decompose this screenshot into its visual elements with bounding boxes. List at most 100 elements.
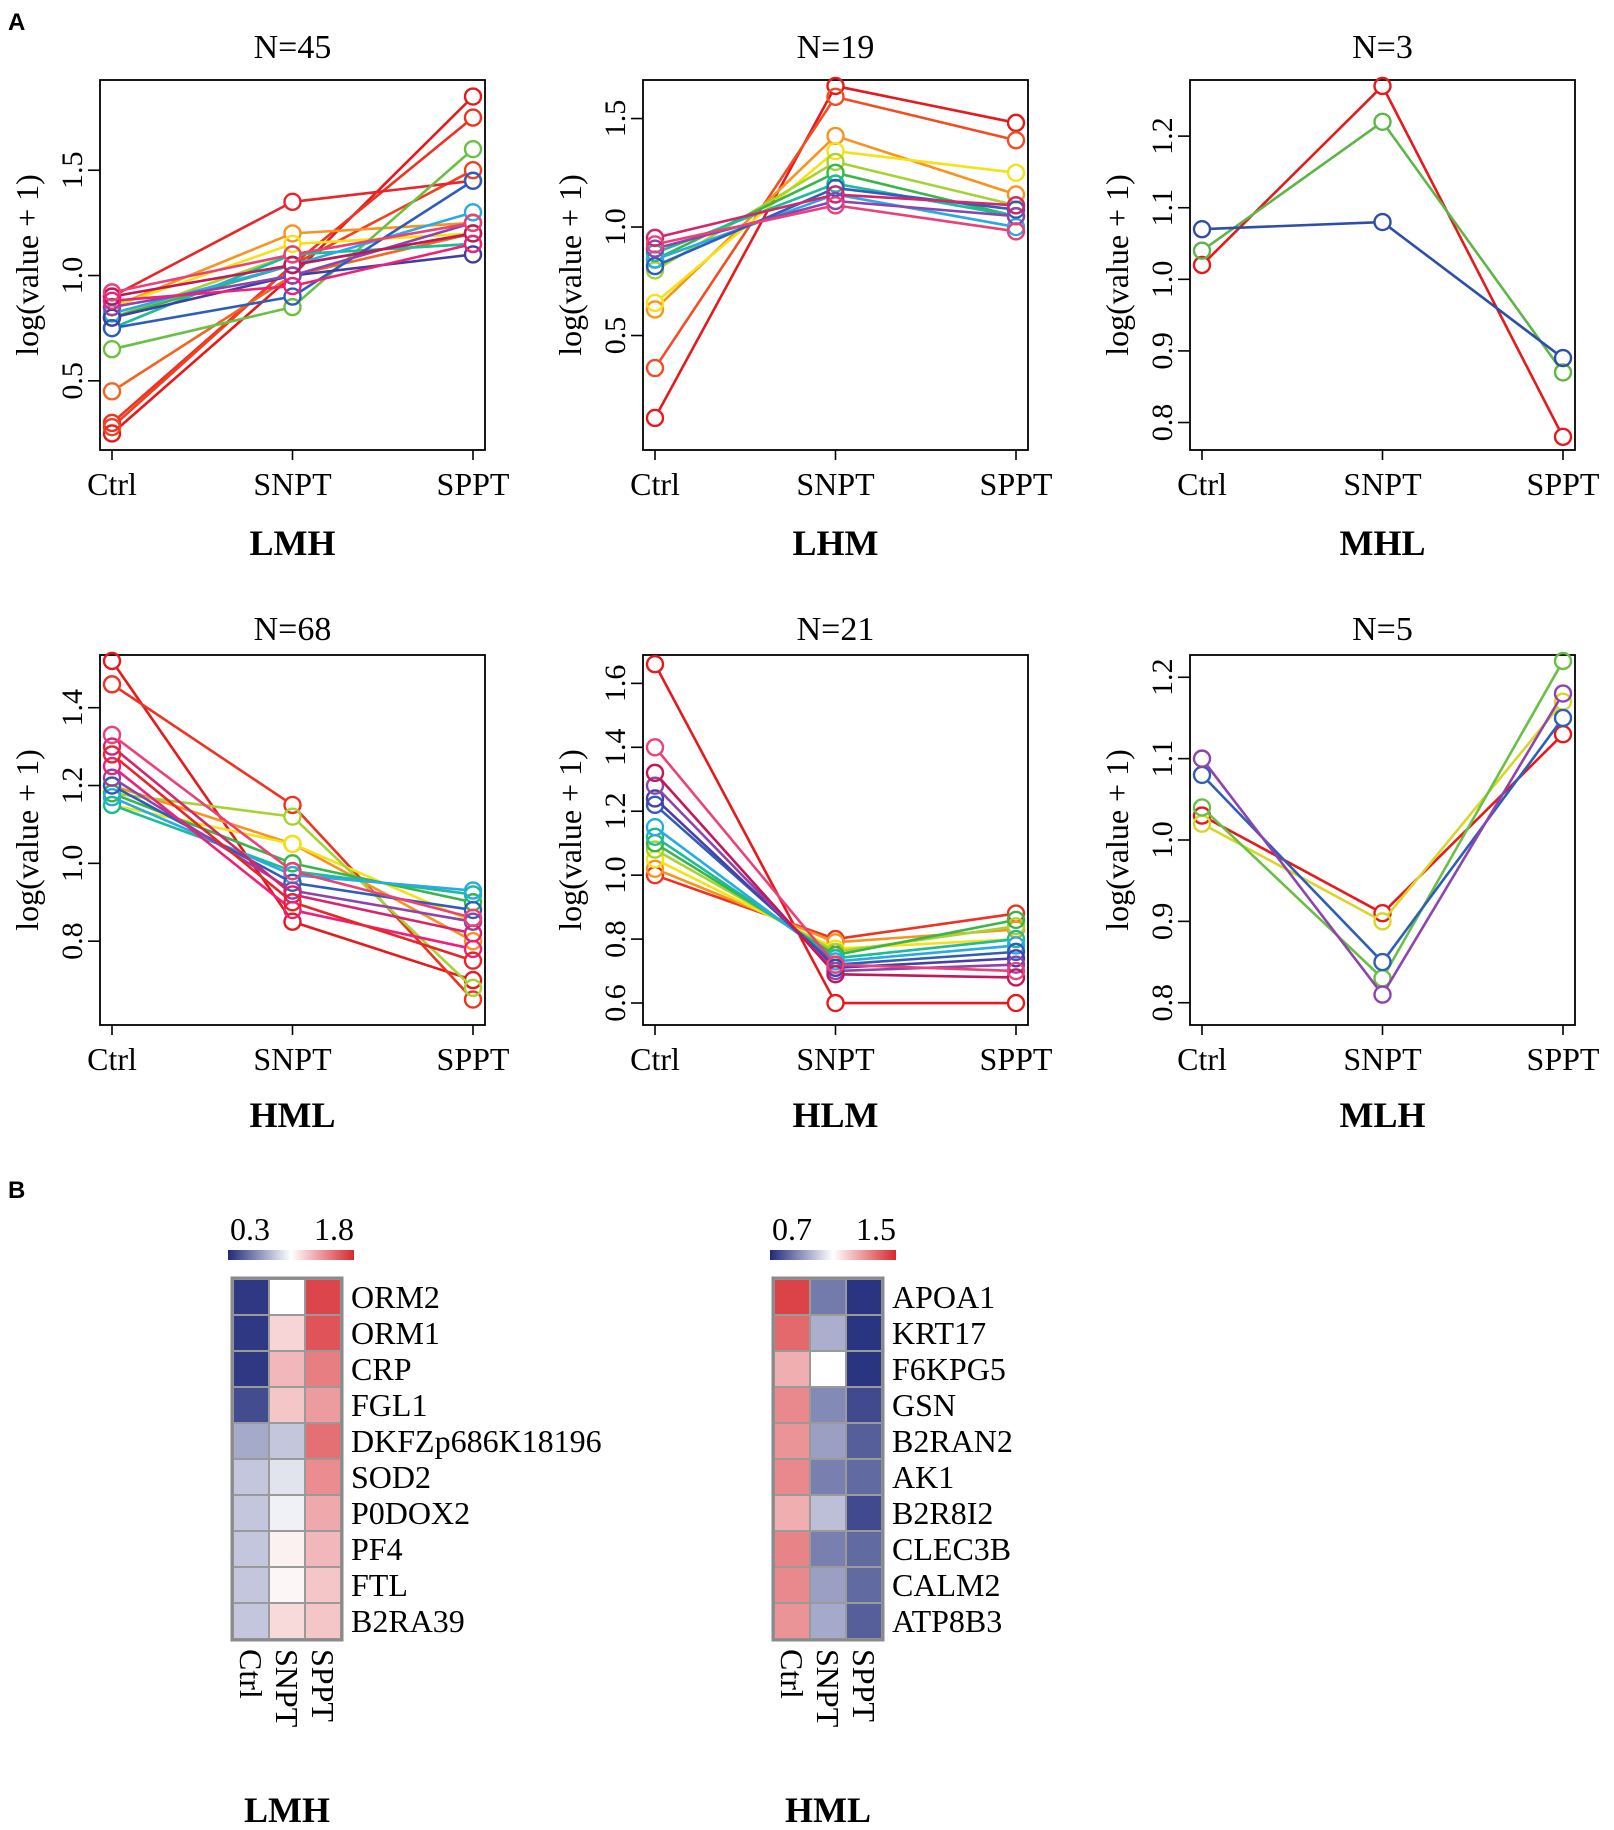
series-segment: [118, 770, 287, 906]
data-point: [826, 76, 845, 96]
data-point: [463, 213, 483, 233]
heatmap-cell: [809, 1278, 847, 1316]
row-label: B2R8I2: [892, 1495, 993, 1531]
data-point: [1006, 917, 1026, 936]
data-point: [1006, 113, 1026, 133]
series-segment: [119, 235, 285, 305]
x-axis-label: HLM: [793, 1095, 879, 1135]
row-label: FTL: [351, 1567, 408, 1603]
y-tick-label: 1.2: [1146, 659, 1179, 697]
data-point: [102, 382, 122, 401]
heatmap-cell: [845, 1458, 883, 1496]
heatmap-cell: [809, 1458, 847, 1496]
row-label: PF4: [351, 1531, 403, 1567]
data-point: [826, 178, 845, 198]
series-segment: [301, 895, 465, 933]
data-point: [1373, 112, 1392, 132]
row-label: CLEC3B: [892, 1531, 1011, 1567]
data-point: [826, 965, 845, 984]
series-segment: [118, 759, 287, 898]
heatmap-cell: [232, 1350, 270, 1388]
y-axis-label: log(value + 1): [9, 749, 45, 931]
heatmap-cell: [773, 1350, 811, 1388]
heatmap-cell: [809, 1386, 847, 1424]
data-point: [102, 745, 122, 764]
heatmap-cell: [268, 1350, 306, 1388]
heatmap-cell: [773, 1278, 811, 1316]
series-lime: [645, 152, 1026, 280]
series-green: [1192, 651, 1573, 988]
line-chart-1: N=45 0.5 1.0 1.5 log(value + 1) Ctrl SNPT SPPT L…: [9, 29, 510, 563]
plot-frame: [99, 654, 486, 1026]
heatmap-cell: [809, 1314, 847, 1352]
series-segment: [120, 266, 285, 313]
heatmap-cell: [232, 1386, 270, 1424]
series-segment: [844, 200, 1008, 217]
series-segment: [1386, 724, 1559, 956]
data-point: [463, 87, 483, 106]
series-pink-2: [102, 756, 483, 959]
data-point: [1553, 708, 1573, 728]
y-tick-label: 0.8: [1146, 984, 1179, 1022]
series-segment: [120, 276, 285, 317]
data-point: [283, 861, 302, 881]
series-segment: [301, 233, 465, 265]
data-point: [463, 139, 483, 159]
heatmap-cell: [845, 1602, 883, 1640]
series-blue: [1192, 708, 1573, 972]
heatmap-label: HML: [785, 1790, 871, 1830]
data-point: [1553, 651, 1573, 671]
heatmaps: 0.3 1.8ORM2ORM1CRPFGL1DKFZp686K18196SOD2P…: [228, 1211, 1013, 1830]
x-tick-label: Ctrl: [1177, 466, 1227, 502]
heatmap-cell: [809, 1602, 847, 1640]
data-point: [1006, 196, 1026, 215]
data-point: [102, 756, 122, 776]
series-segment: [663, 205, 827, 244]
series-segment: [844, 938, 1008, 959]
y-tick-label: 1.2: [56, 767, 89, 805]
series-purple: [1192, 684, 1573, 1004]
chart-title: N=3: [1352, 29, 1413, 66]
series-segment: [663, 195, 828, 238]
series-segment: [659, 753, 831, 959]
series-segment: [117, 270, 287, 423]
series-segment: [844, 951, 1008, 966]
line-chart-2: N=19 0.5 1.0 1.5 log(value + 1) Ctrl SNPT SPPT L…: [552, 29, 1053, 563]
x-tick-label: Ctrl: [630, 1041, 680, 1077]
series-segment: [120, 245, 285, 306]
series-pink-2: [102, 234, 483, 310]
heatmap-cell: [268, 1278, 306, 1316]
heatmap-cell: [773, 1566, 811, 1604]
series-pink-1: [102, 725, 483, 928]
series-segment: [120, 255, 284, 292]
series-orange: [645, 126, 1026, 319]
data-point: [102, 725, 122, 745]
data-point: [645, 859, 665, 878]
heatmap-cell: [845, 1494, 883, 1532]
y-axis-label: log(value + 1): [1099, 749, 1135, 931]
row-label: B2RA39: [351, 1603, 465, 1639]
series-segment: [1207, 91, 1378, 260]
data-point: [645, 293, 665, 313]
data-point: [463, 939, 483, 959]
heatmap-cell: [845, 1314, 883, 1352]
column-label: Ctrl: [774, 1649, 810, 1699]
row-label: GSN: [892, 1387, 956, 1423]
series-segment: [299, 173, 466, 262]
x-axis-label: LMH: [250, 523, 336, 563]
data-point: [463, 951, 483, 970]
series-segment: [844, 963, 1008, 973]
data-point: [645, 235, 665, 254]
y-tick-label: 0.5: [56, 362, 89, 400]
chart-title: N=45: [254, 29, 332, 66]
data-point: [826, 955, 845, 974]
y-tick-label: 1.4: [599, 729, 632, 767]
data-point: [463, 203, 483, 222]
panel-b-label: B: [8, 1177, 25, 1204]
row-label: P0DOX2: [351, 1495, 470, 1531]
heatmap-cell: [304, 1494, 342, 1532]
y-tick-label: 0.8: [56, 922, 89, 960]
heatmap-cell: [268, 1494, 306, 1532]
y-tick-label: 1.1: [1146, 740, 1179, 778]
heatmap-cell: [773, 1530, 811, 1568]
